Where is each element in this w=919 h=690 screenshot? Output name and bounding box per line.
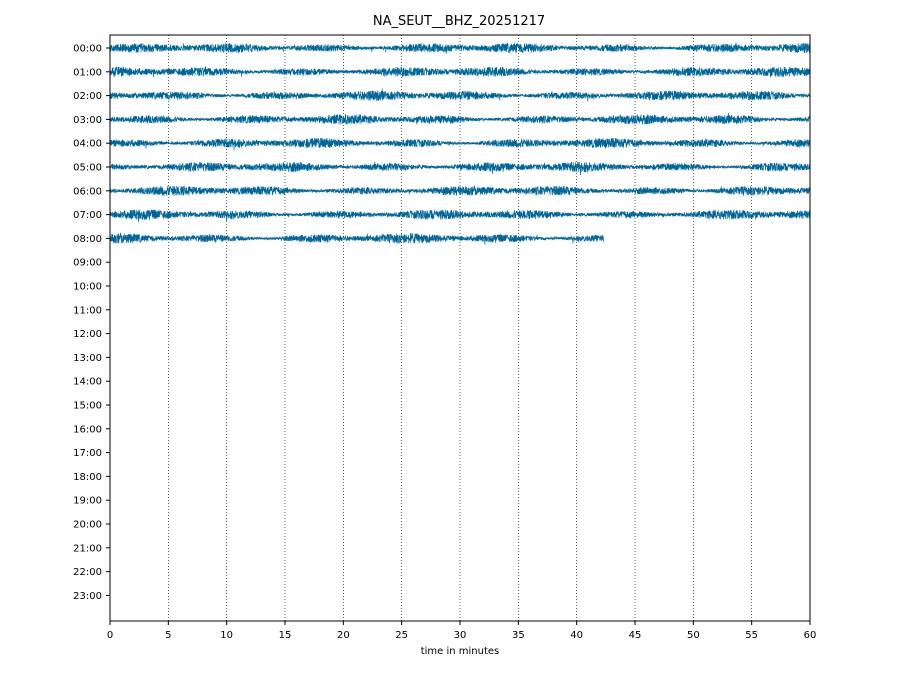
- y-axis: 00:00 01:00 02:00 03:00 04:00 05:00 06:00 07:00…: [73, 44, 110, 602]
- y-tick-label: 01:00: [73, 67, 102, 78]
- x-tick-label: 40: [570, 630, 583, 641]
- y-tick-label: 09:00: [73, 258, 102, 269]
- trace-0000: [109, 42, 811, 54]
- y-tick-label: 00:00: [73, 44, 102, 55]
- x-tick-label: 5: [165, 630, 171, 641]
- y-tick-label: 20:00: [73, 520, 102, 531]
- x-tick-label: 30: [454, 630, 467, 641]
- trace-0800: [109, 232, 604, 245]
- x-tick-label: 10: [220, 630, 233, 641]
- trace-0300: [109, 113, 811, 125]
- y-tick-label: 11:00: [73, 305, 102, 316]
- x-tick-label: 35: [512, 630, 525, 641]
- x-axis-label: time in minutes: [421, 646, 500, 657]
- y-tick-label: 04:00: [73, 139, 102, 150]
- chart-title: NA_SEUT__BHZ_20251217: [373, 14, 545, 29]
- y-tick-label: 10:00: [73, 282, 102, 293]
- x-tick-label: 55: [745, 630, 758, 641]
- y-tick-label: 15:00: [73, 401, 102, 412]
- y-tick-label: 16:00: [73, 424, 102, 435]
- y-tick-label: 08:00: [73, 234, 102, 245]
- y-tick-label: 17:00: [73, 448, 102, 459]
- trace-0200: [109, 88, 811, 102]
- y-tick-label: 02:00: [73, 91, 102, 102]
- x-tick-label: 20: [337, 630, 350, 641]
- y-tick-label: 22:00: [73, 567, 102, 578]
- y-tick-label: 18:00: [73, 472, 102, 483]
- y-tick-label: 23:00: [73, 591, 102, 602]
- trace-0400: [109, 137, 811, 151]
- y-tick-label: 06:00: [73, 186, 102, 197]
- y-tick-label: 07:00: [73, 210, 102, 221]
- x-tick-label: 25: [395, 630, 408, 641]
- trace-0600: [109, 184, 811, 197]
- trace-0700: [109, 209, 811, 223]
- y-tick-label: 14:00: [73, 377, 102, 388]
- x-tick-label: 15: [279, 630, 292, 641]
- y-tick-label: 05:00: [73, 163, 102, 174]
- x-tick-label: 45: [629, 630, 642, 641]
- vertical-grid: [168, 35, 752, 621]
- x-tick-label: 50: [687, 630, 700, 641]
- y-tick-label: 21:00: [73, 543, 102, 554]
- x-tick-label: 60: [804, 630, 817, 641]
- x-axis: 0 5 10 15 20 25 30 35 40 45 50 55 60: [107, 621, 817, 641]
- y-tick-label: 12:00: [73, 329, 102, 340]
- y-tick-label: 19:00: [73, 496, 102, 507]
- trace-0500: [109, 161, 811, 176]
- x-tick-label: 0: [107, 630, 113, 641]
- y-tick-label: 03:00: [73, 115, 102, 126]
- y-tick-label: 13:00: [73, 353, 102, 364]
- traces: [109, 42, 811, 245]
- trace-0100: [109, 66, 811, 78]
